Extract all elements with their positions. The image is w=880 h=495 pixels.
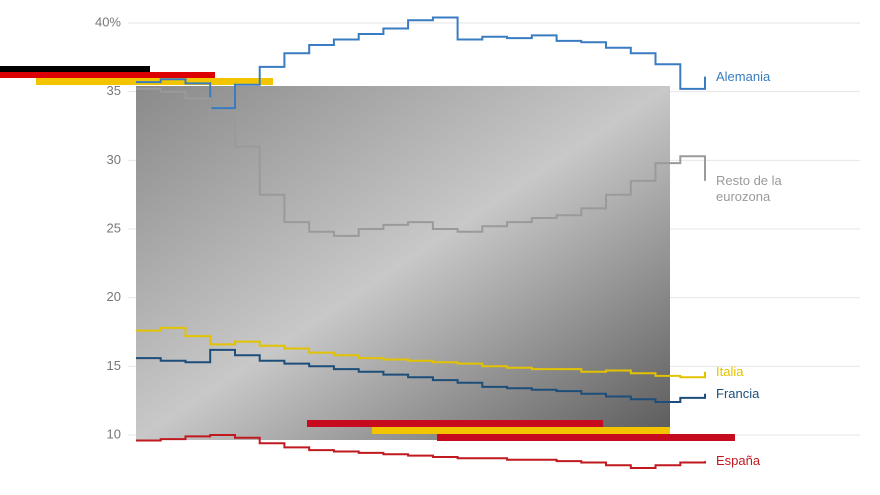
series-label: España <box>716 453 761 469</box>
flag-stripe <box>307 420 603 427</box>
y-tick-label: 40% <box>95 14 121 29</box>
flag-stripe <box>437 434 735 441</box>
series-label: Francia <box>716 385 760 401</box>
y-tick-label: 35 <box>107 83 121 98</box>
line <box>136 16 706 110</box>
line <box>136 326 706 379</box>
line <box>136 348 706 403</box>
flag-stripe <box>0 66 150 72</box>
line <box>136 87 706 237</box>
flag-stripe <box>372 427 670 434</box>
series-label: Alemania <box>716 68 771 84</box>
y-tick-label: 25 <box>107 220 121 235</box>
series-label: Italia <box>716 363 744 379</box>
series-label: Resto de la eurozona <box>716 172 782 204</box>
photo <box>136 86 670 440</box>
y-tick-label: 20 <box>107 289 121 304</box>
flag-stripe <box>0 72 215 78</box>
y-tick-label: 15 <box>107 358 121 373</box>
line <box>136 434 706 469</box>
y-tick-label: 30 <box>107 152 121 167</box>
y-tick-label: 10 <box>107 426 121 441</box>
